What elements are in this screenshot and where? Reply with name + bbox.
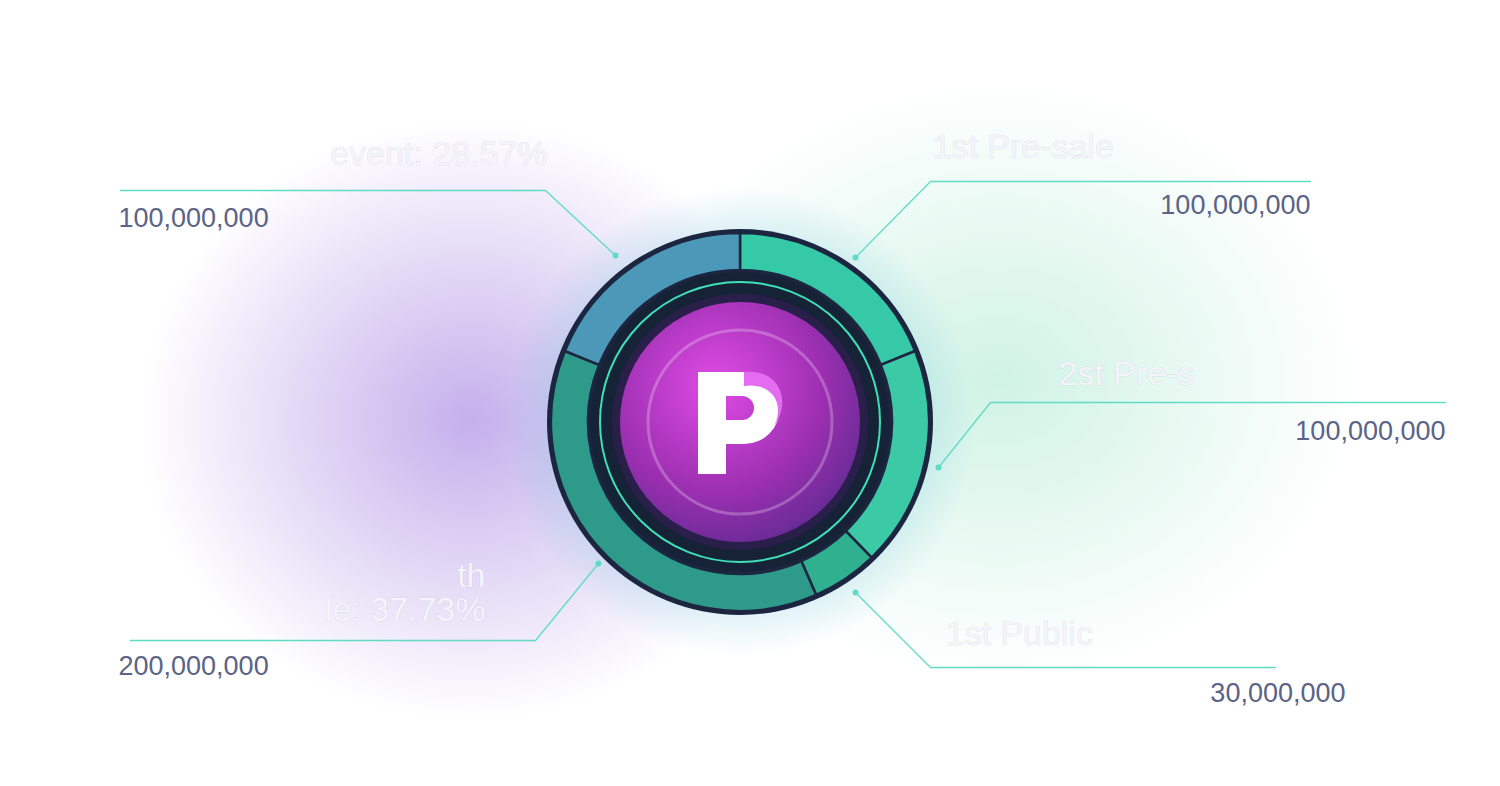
svg-text:2st Pre-s: 2st Pre-s — [1059, 354, 1195, 392]
svg-text:event: 28.57%: event: 28.57% — [330, 134, 547, 172]
svg-text:200,000,000: 200,000,000 — [119, 651, 269, 681]
svg-text:1st Public: 1st Public — [946, 614, 1093, 652]
svg-text:100,000,000: 100,000,000 — [119, 203, 269, 233]
svg-text:1st Pre-sale: 1st Pre-sale — [933, 127, 1114, 165]
svg-text:100,000,000: 100,000,000 — [1160, 190, 1310, 220]
svg-text:30,000,000: 30,000,000 — [1210, 678, 1345, 708]
svg-text:thle: 37.73%: thle: 37.73% — [325, 556, 486, 628]
svg-text:100,000,000: 100,000,000 — [1295, 416, 1445, 446]
